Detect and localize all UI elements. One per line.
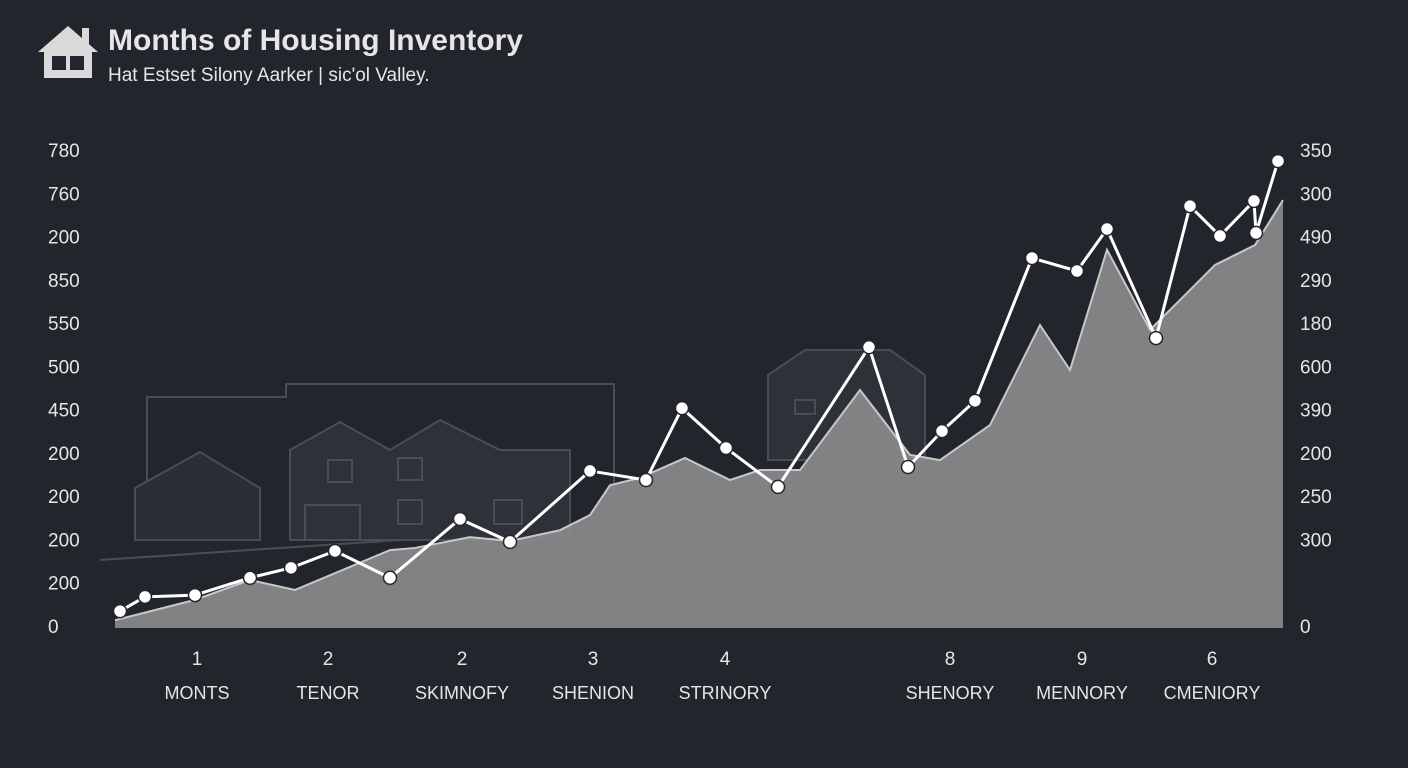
point (1248, 225, 1264, 241)
y-tick-label: 200 (48, 574, 80, 595)
y-tick-label: 850 (48, 271, 80, 292)
point (1069, 263, 1085, 279)
y-tick-label: 450 (48, 401, 80, 422)
y2-tick-label: 390 (1300, 401, 1332, 422)
point (242, 570, 258, 586)
point (1212, 228, 1228, 244)
point (187, 587, 203, 603)
y2-tick-label: 200 (1300, 444, 1332, 465)
x-tick-caption: SHENION (552, 683, 634, 703)
y-tick-label: 200 (48, 228, 80, 249)
y2-tick-label: 290 (1300, 271, 1332, 292)
point (674, 400, 690, 416)
point (137, 589, 153, 605)
point (1099, 221, 1115, 237)
point (638, 472, 654, 488)
point (382, 570, 398, 586)
y-tick-label: 760 (48, 184, 80, 205)
point (900, 459, 916, 475)
y-tick-label: 550 (48, 314, 80, 335)
x-tick-label: 2 (457, 649, 468, 670)
point (718, 440, 734, 456)
y-tick-label: 200 (48, 487, 80, 508)
y-tick-label: 0 (48, 617, 59, 638)
point (1148, 330, 1164, 346)
x-tick-label: 6 (1207, 649, 1218, 670)
y2-tick-label: 0 (1300, 617, 1311, 638)
point (1024, 250, 1040, 266)
y2-tick-label: 600 (1300, 357, 1332, 378)
x-tick-caption: TENOR (297, 683, 360, 703)
point (452, 511, 468, 527)
plot-area (112, 153, 1286, 629)
y2-tick-label: 300 (1300, 530, 1332, 551)
axis-labels: 0 200 200 200 200 450 500 550 850 200 760 780 0 300 25… (48, 141, 1332, 703)
y-tick-label: 200 (48, 530, 80, 551)
x-tick-label: 4 (720, 649, 731, 670)
chart-title: Months of Housing Inventory (108, 24, 523, 57)
y2-tick-label: 300 (1300, 184, 1332, 205)
area (115, 200, 1283, 629)
x-tick-label: 1 (192, 649, 203, 670)
house-icon (38, 26, 98, 78)
x-tick-caption: MONTS (165, 683, 230, 703)
point (967, 393, 983, 409)
point (112, 603, 128, 619)
x-tick-caption: MENNORY (1036, 683, 1128, 703)
point (861, 339, 877, 355)
x-tick-label: 8 (945, 649, 956, 670)
point (1182, 198, 1198, 214)
y-tick-label: 780 (48, 141, 80, 162)
x-tick-caption: SHENORY (906, 683, 995, 703)
x-tick-label: 9 (1077, 649, 1088, 670)
area-edge (114, 199, 1284, 622)
point (1270, 153, 1286, 169)
point (502, 534, 518, 550)
y2-tick-label: 350 (1300, 141, 1332, 162)
x-tick-label: 2 (323, 649, 334, 670)
point (934, 423, 950, 439)
point (327, 543, 343, 559)
y-tick-label: 500 (48, 357, 80, 378)
y2-tick-label: 490 (1300, 228, 1332, 249)
point (770, 479, 786, 495)
y-tick-label: 200 (48, 444, 80, 465)
x-tick-caption: STRINORY (679, 683, 772, 703)
chart-subtitle: Hat Estset Silony Aarker | sic'ol Valley… (108, 65, 429, 86)
point (582, 463, 598, 479)
x-tick-caption: SKIMNOFY (415, 683, 509, 703)
x-tick-caption: CMENIORY (1164, 683, 1261, 703)
x-tick-label: 3 (588, 649, 599, 670)
point (283, 560, 299, 576)
y2-tick-label: 250 (1300, 487, 1332, 508)
point (1246, 193, 1262, 209)
y2-tick-label: 180 (1300, 314, 1332, 335)
